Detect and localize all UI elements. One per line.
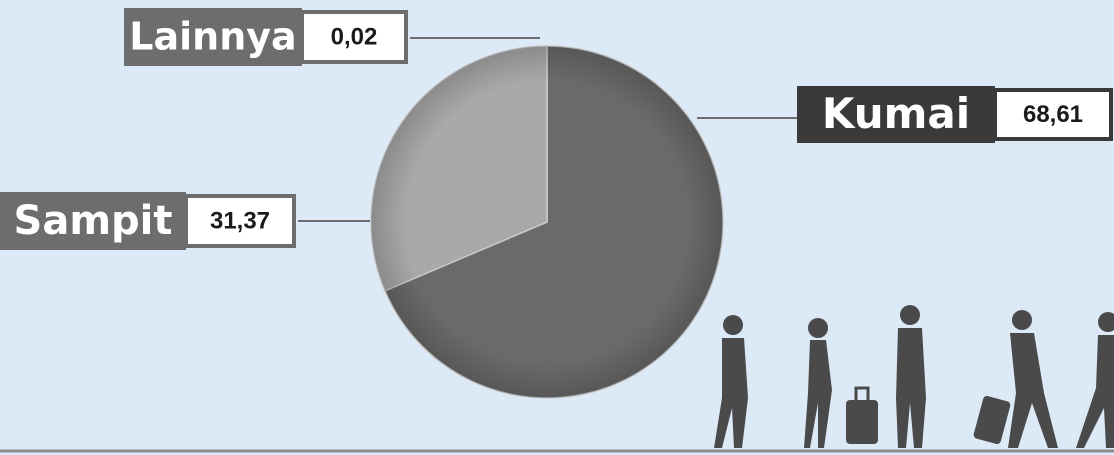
value-label: 0,02 — [331, 23, 378, 50]
pie — [370, 45, 724, 399]
label-name-box — [797, 86, 995, 143]
silhouettes — [714, 305, 1114, 448]
labels: Kumai 68,61 Sampit 31,37 Lainnya 0,02 — [0, 8, 1113, 250]
category-label: Kumai — [822, 89, 970, 138]
category-label: Sampit — [14, 198, 173, 244]
category-label: Lainnya — [129, 15, 296, 59]
label-value-box — [993, 88, 1113, 141]
label-name-box — [0, 192, 186, 250]
value-label: 68,61 — [1023, 101, 1083, 128]
value-label: 31,37 — [210, 207, 270, 234]
label-value-box — [184, 194, 296, 248]
label-value-box — [300, 10, 408, 64]
label-name-box — [124, 8, 302, 66]
